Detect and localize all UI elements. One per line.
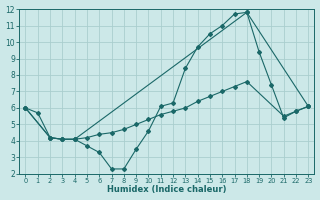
X-axis label: Humidex (Indice chaleur): Humidex (Indice chaleur): [107, 185, 227, 194]
